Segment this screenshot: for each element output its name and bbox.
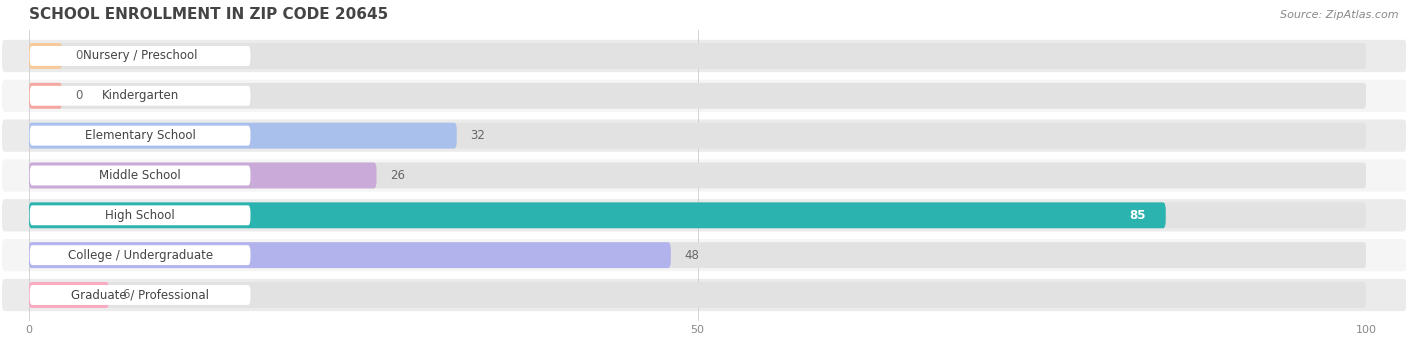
Text: Middle School: Middle School — [100, 169, 181, 182]
FancyBboxPatch shape — [28, 123, 1367, 148]
Text: Elementary School: Elementary School — [84, 129, 195, 142]
FancyBboxPatch shape — [28, 162, 1367, 188]
FancyBboxPatch shape — [28, 123, 457, 148]
Text: 85: 85 — [1129, 209, 1146, 222]
FancyBboxPatch shape — [30, 245, 250, 265]
FancyBboxPatch shape — [1, 199, 1406, 232]
FancyBboxPatch shape — [28, 282, 1367, 308]
FancyBboxPatch shape — [28, 282, 110, 308]
FancyBboxPatch shape — [28, 43, 1367, 69]
Text: Kindergarten: Kindergarten — [101, 89, 179, 102]
Text: SCHOOL ENROLLMENT IN ZIP CODE 20645: SCHOOL ENROLLMENT IN ZIP CODE 20645 — [28, 7, 388, 22]
FancyBboxPatch shape — [28, 83, 62, 109]
FancyBboxPatch shape — [1, 159, 1406, 192]
FancyBboxPatch shape — [30, 46, 250, 66]
FancyBboxPatch shape — [28, 242, 671, 268]
Text: 6: 6 — [122, 289, 129, 302]
FancyBboxPatch shape — [28, 202, 1367, 228]
FancyBboxPatch shape — [28, 202, 1166, 228]
FancyBboxPatch shape — [28, 162, 377, 188]
FancyBboxPatch shape — [1, 119, 1406, 152]
FancyBboxPatch shape — [30, 166, 250, 185]
Text: 0: 0 — [76, 50, 83, 63]
Text: Graduate / Professional: Graduate / Professional — [72, 289, 209, 302]
FancyBboxPatch shape — [1, 239, 1406, 271]
FancyBboxPatch shape — [30, 86, 250, 106]
Text: High School: High School — [105, 209, 174, 222]
FancyBboxPatch shape — [1, 80, 1406, 112]
FancyBboxPatch shape — [30, 126, 250, 146]
FancyBboxPatch shape — [28, 83, 1367, 109]
FancyBboxPatch shape — [28, 43, 62, 69]
Text: Source: ZipAtlas.com: Source: ZipAtlas.com — [1281, 10, 1399, 20]
Text: Nursery / Preschool: Nursery / Preschool — [83, 50, 197, 63]
Text: 48: 48 — [685, 249, 699, 262]
Text: College / Undergraduate: College / Undergraduate — [67, 249, 212, 262]
Text: 32: 32 — [470, 129, 485, 142]
FancyBboxPatch shape — [1, 40, 1406, 72]
FancyBboxPatch shape — [1, 279, 1406, 311]
Text: 26: 26 — [389, 169, 405, 182]
FancyBboxPatch shape — [28, 242, 1367, 268]
FancyBboxPatch shape — [30, 285, 250, 305]
FancyBboxPatch shape — [30, 205, 250, 225]
Text: 0: 0 — [76, 89, 83, 102]
